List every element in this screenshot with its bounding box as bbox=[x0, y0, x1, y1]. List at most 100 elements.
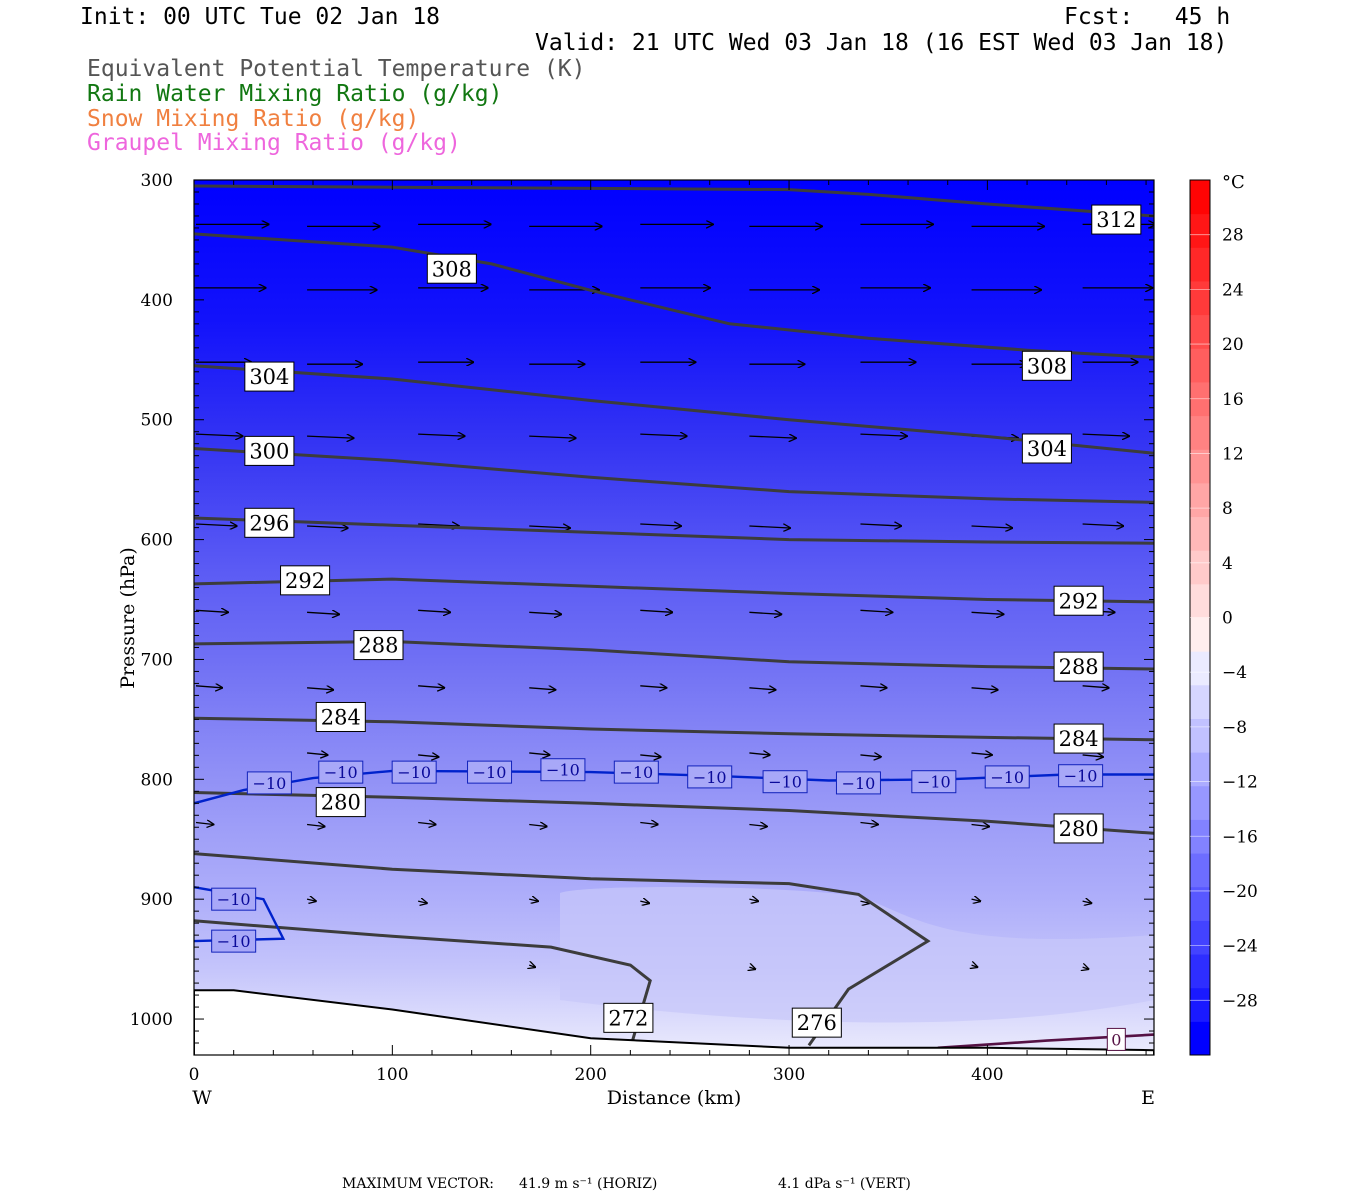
wind-vector bbox=[1082, 755, 1103, 757]
temperature-label: −10 bbox=[613, 760, 659, 784]
colorbar-tick-label: −16 bbox=[1222, 827, 1258, 847]
theta-e-label: 304 bbox=[1021, 433, 1072, 464]
theta-e-label-text: 288 bbox=[358, 634, 398, 658]
wind-vector bbox=[529, 899, 538, 901]
colorbar-segment bbox=[1190, 651, 1210, 686]
theta-e-contour-292 bbox=[194, 577, 1154, 604]
wind-vector bbox=[749, 612, 781, 614]
colorbar-segment bbox=[1190, 886, 1210, 921]
colorbar-segment bbox=[1190, 180, 1210, 215]
wind-vector bbox=[529, 965, 535, 967]
theta-e-label-text: 312 bbox=[1096, 208, 1136, 232]
colorbar-tick-label: −24 bbox=[1222, 937, 1258, 957]
colorbar-segment bbox=[1190, 1021, 1210, 1056]
colorbar-segment bbox=[1190, 247, 1210, 282]
y-tick-label: 300 bbox=[141, 171, 173, 191]
temperature-label: −10 bbox=[211, 929, 257, 953]
wind-vector bbox=[860, 434, 906, 436]
temperature-label-text: −10 bbox=[324, 763, 358, 782]
temperature-label-text: −10 bbox=[693, 768, 727, 787]
wind-vector bbox=[860, 524, 901, 526]
theta-e-contour-304 bbox=[194, 364, 1154, 455]
theta-e-label-text: 276 bbox=[797, 1011, 837, 1035]
theta-e-label-text: 284 bbox=[321, 706, 361, 730]
wind-vector bbox=[1082, 901, 1092, 903]
theta-e-label-text: 308 bbox=[1027, 354, 1067, 378]
wind-vector bbox=[307, 612, 339, 614]
theta-e-contour-300 bbox=[194, 447, 1154, 504]
wind-vector bbox=[418, 610, 450, 612]
axes: 300 400 500 600 700 800 900 1000 0 100 200 300 400 bbox=[130, 171, 1154, 1085]
temperature-label: −10 bbox=[211, 887, 257, 911]
temperature-label: −10 bbox=[835, 771, 881, 795]
colorbar-segment bbox=[1190, 280, 1210, 316]
wind-vector bbox=[640, 901, 649, 903]
theta-e-contour-276 bbox=[194, 852, 931, 1047]
wind-vector bbox=[195, 822, 213, 824]
x-tick-label: 100 bbox=[376, 1065, 408, 1085]
field-label-theta-e: Equivalent Potential Temperature (K) bbox=[87, 56, 586, 82]
y-tick-label: 600 bbox=[141, 531, 173, 551]
colorbar-tick-label: 0 bbox=[1222, 609, 1233, 629]
colorbar-segment bbox=[1190, 583, 1210, 618]
colorbar-segment bbox=[1190, 752, 1210, 787]
wind-vector bbox=[860, 610, 892, 612]
east-label: E bbox=[1141, 1087, 1155, 1109]
init-time: Init: 00 UTC Tue 02 Jan 18 bbox=[80, 4, 441, 30]
colorbar-tick-label: 4 bbox=[1222, 554, 1233, 574]
y-tick-label: 700 bbox=[141, 650, 173, 670]
theta-e-label-text: 296 bbox=[249, 511, 289, 535]
colorbar-segment bbox=[1190, 550, 1210, 585]
wind-vector bbox=[640, 610, 672, 612]
colorbar-segment bbox=[1190, 617, 1210, 652]
colorbar-tick-label: 16 bbox=[1222, 390, 1244, 410]
temperature-label: −10 bbox=[687, 765, 733, 789]
wind-vector bbox=[749, 436, 795, 438]
y-tick-label: 900 bbox=[141, 890, 173, 910]
wind-vector bbox=[195, 524, 237, 526]
x-tick-label: 400 bbox=[971, 1065, 1003, 1085]
colorbar-tick-label: 8 bbox=[1222, 499, 1233, 519]
colorbar-segment bbox=[1190, 482, 1210, 518]
colorbar-segment bbox=[1190, 920, 1210, 955]
theta-e-label: 288 bbox=[353, 630, 404, 661]
wind-vector bbox=[1082, 434, 1129, 436]
wind-vector bbox=[971, 899, 981, 901]
wind-vectors bbox=[195, 224, 1154, 969]
temperature-label-text: −10 bbox=[842, 774, 876, 793]
theta-e-label-text: 300 bbox=[249, 439, 289, 463]
wind-vector bbox=[749, 899, 758, 901]
theta-e-label-text: 292 bbox=[285, 569, 325, 593]
colorbar-tick-label: −20 bbox=[1222, 882, 1258, 902]
theta-e-label: 312 bbox=[1091, 204, 1142, 235]
theta-e-label: 304 bbox=[244, 361, 295, 392]
temperature-label-text: −10 bbox=[397, 763, 431, 782]
wind-vector bbox=[860, 901, 869, 903]
temperature-label-text: −10 bbox=[619, 763, 653, 782]
wind-vector bbox=[1083, 967, 1089, 969]
zero-contour-label-text: 0 bbox=[1111, 1030, 1121, 1049]
theta-e-label-text: 308 bbox=[432, 257, 472, 281]
colorbar-segment bbox=[1190, 449, 1210, 484]
y-axis-label: Pressure (hPa) bbox=[117, 547, 139, 689]
temperature-label-text: −10 bbox=[768, 773, 802, 792]
wind-vector bbox=[860, 755, 880, 757]
temperature-label: −10 bbox=[318, 760, 364, 784]
theta-e-label: 308 bbox=[426, 253, 477, 284]
west-label: W bbox=[192, 1087, 212, 1109]
wind-vector bbox=[307, 436, 353, 438]
wind-vector bbox=[418, 524, 459, 526]
temperature-colorbar: 28 24 20 16 12 8 4 0 −4 −8 −12 −16 −20 −24 −28 bbox=[1189, 179, 1258, 1056]
colorbar-segment bbox=[1190, 348, 1210, 383]
colorbar-segment bbox=[1190, 718, 1210, 753]
wind-vector bbox=[971, 824, 989, 826]
temperature-label-text: −10 bbox=[217, 932, 251, 951]
temperature-label-text: −10 bbox=[252, 774, 286, 793]
y-tick-label: 800 bbox=[141, 770, 173, 790]
wind-vector bbox=[1082, 686, 1109, 688]
y-tick-label: 400 bbox=[141, 291, 173, 311]
valid-time: Valid: 21 UTC Wed 03 Jan 18 (16 EST Wed … bbox=[535, 30, 1228, 56]
temperature-label-text: −10 bbox=[217, 890, 251, 909]
wind-vector bbox=[860, 822, 877, 824]
colorbar-unit: °C bbox=[1222, 172, 1245, 193]
